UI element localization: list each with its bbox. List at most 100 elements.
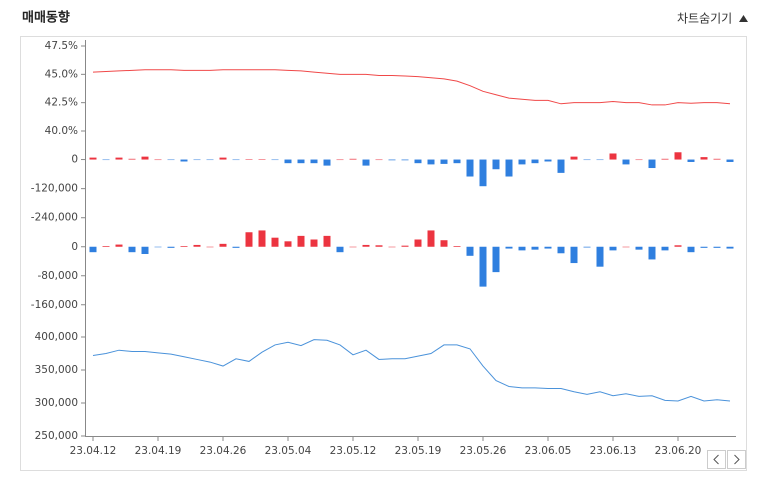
bar — [206, 246, 214, 248]
bar — [349, 246, 357, 248]
bar — [310, 159, 318, 164]
toggle-button[interactable]: 차트숨기기 — [677, 12, 748, 26]
bar — [271, 159, 279, 161]
bar — [674, 245, 682, 247]
bar — [570, 246, 578, 264]
bar — [557, 246, 565, 254]
bar — [141, 156, 149, 160]
bar — [141, 246, 149, 254]
bar — [713, 158, 721, 160]
bar — [635, 159, 643, 161]
bar — [89, 157, 97, 160]
bar — [401, 159, 409, 161]
x-tick-label: 23.04.19 — [135, 445, 182, 457]
bar — [505, 246, 513, 249]
bar — [622, 159, 630, 165]
bar — [297, 159, 305, 164]
bar — [258, 159, 266, 160]
next-button-box[interactable] — [727, 450, 746, 469]
y-tick-label: -80,000 — [37, 270, 78, 282]
y-tick-label: -120,000 — [31, 183, 78, 195]
bar — [362, 244, 370, 247]
bar — [583, 246, 591, 248]
bar — [674, 152, 682, 160]
bar — [700, 246, 708, 248]
bar — [726, 159, 734, 162]
bar — [167, 159, 175, 161]
bar — [219, 243, 227, 247]
bar — [193, 159, 201, 161]
y-tick-label: 350,000 — [35, 364, 78, 376]
bar — [219, 157, 227, 160]
prev-button-box[interactable] — [707, 450, 726, 469]
next-icon[interactable] — [734, 454, 740, 465]
bar — [453, 246, 461, 247]
y-tick-label: 45.0% — [45, 68, 78, 80]
bar — [154, 159, 162, 161]
bar — [336, 159, 344, 161]
bar — [518, 246, 526, 251]
bar — [284, 159, 292, 164]
bar — [687, 159, 695, 162]
bar — [661, 158, 669, 160]
y-tick-label: 250,000 — [35, 430, 78, 442]
prev-button[interactable] — [707, 450, 726, 469]
x-tick-label: 23.05.04 — [265, 445, 312, 457]
y-tick-label: 0 — [71, 241, 78, 253]
bar — [531, 159, 539, 164]
bar — [336, 246, 344, 253]
bar — [167, 246, 175, 248]
y-tick-label: 42.5% — [45, 97, 78, 109]
bar — [375, 159, 383, 161]
bar — [453, 159, 461, 164]
toggle-icon[interactable] — [739, 15, 748, 22]
x-tick-label: 23.05.19 — [395, 445, 442, 457]
bar — [726, 246, 734, 249]
title: 매매동향 — [22, 10, 70, 26]
bar — [427, 159, 435, 165]
y-tick-label: 0 — [71, 154, 78, 166]
bar — [635, 246, 643, 250]
bar — [89, 246, 97, 253]
x-tick-label: 23.05.26 — [460, 445, 507, 457]
x-tick-label: 23.04.26 — [200, 445, 247, 457]
bar — [713, 246, 721, 248]
bar — [414, 159, 422, 164]
toggle-label[interactable]: 차트숨기기 — [677, 12, 732, 26]
x-tick-label: 23.05.12 — [330, 445, 377, 457]
bar — [687, 246, 695, 253]
bar — [505, 159, 513, 177]
bar — [596, 159, 604, 161]
bar — [115, 244, 123, 247]
bar — [479, 246, 487, 287]
bar — [375, 245, 383, 247]
bar — [128, 246, 136, 253]
bar — [609, 153, 617, 160]
bar — [492, 246, 500, 273]
y-tick-label: -240,000 — [31, 212, 78, 224]
x-tick-label: 23.06.05 — [525, 445, 572, 457]
bar — [544, 246, 552, 249]
bar — [297, 235, 305, 247]
bar — [648, 159, 656, 169]
bar — [648, 246, 656, 260]
bar — [700, 157, 708, 160]
bar — [388, 159, 396, 161]
y-tick-label: 40.0% — [45, 125, 78, 137]
next-button[interactable] — [727, 450, 746, 469]
bar — [349, 158, 357, 160]
bar — [388, 246, 396, 248]
bar — [661, 246, 669, 251]
bar — [102, 159, 110, 161]
y-tick-label: 47.5% — [45, 40, 78, 52]
bar — [596, 246, 604, 267]
prev-icon[interactable] — [713, 454, 719, 465]
bar — [245, 159, 253, 160]
line — [92, 339, 731, 402]
bar — [245, 232, 253, 247]
bar — [492, 159, 500, 170]
chart-frame — [20, 36, 747, 471]
bar — [466, 246, 474, 256]
bar — [323, 159, 331, 166]
